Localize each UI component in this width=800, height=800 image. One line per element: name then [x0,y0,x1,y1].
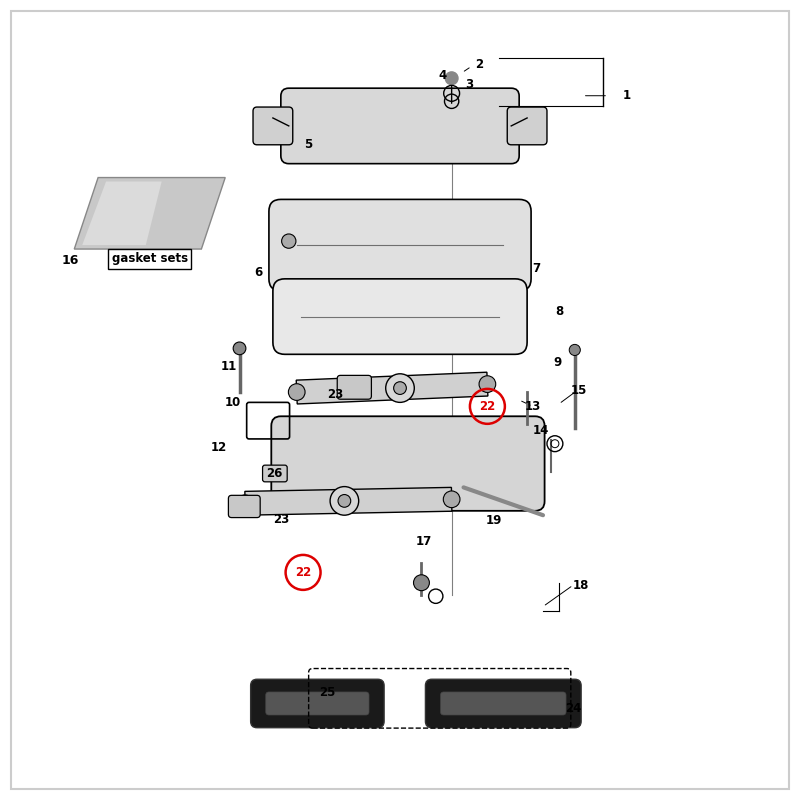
Text: 26: 26 [266,467,282,480]
Text: 22: 22 [295,566,311,579]
Polygon shape [82,182,162,245]
Circle shape [288,384,305,400]
Text: 24: 24 [565,702,582,714]
Text: 5: 5 [305,138,313,150]
Circle shape [237,495,254,512]
FancyBboxPatch shape [271,416,545,511]
Polygon shape [296,372,488,404]
FancyBboxPatch shape [338,375,371,399]
FancyBboxPatch shape [426,679,581,728]
FancyBboxPatch shape [273,279,527,354]
Circle shape [479,376,496,393]
Circle shape [386,374,414,402]
Circle shape [443,491,460,508]
FancyBboxPatch shape [262,465,287,482]
Text: 1: 1 [622,90,630,102]
FancyBboxPatch shape [441,692,566,715]
Circle shape [394,382,406,394]
Text: 12: 12 [210,441,227,454]
Text: 25: 25 [318,686,335,699]
Circle shape [338,494,350,507]
Text: 23: 23 [326,388,343,401]
Polygon shape [245,487,452,515]
Text: 10: 10 [225,396,242,409]
Circle shape [446,72,458,85]
Text: 7: 7 [533,262,541,275]
Text: 17: 17 [416,535,432,548]
Text: 2: 2 [475,58,483,71]
Circle shape [330,486,358,515]
FancyBboxPatch shape [253,107,293,145]
Circle shape [282,234,296,248]
FancyBboxPatch shape [281,88,519,164]
Text: 8: 8 [554,305,563,318]
Text: 4: 4 [438,70,446,82]
Text: 13: 13 [525,400,541,413]
Circle shape [414,574,430,590]
FancyBboxPatch shape [250,679,384,728]
Text: 6: 6 [254,266,262,278]
FancyBboxPatch shape [269,199,531,290]
FancyBboxPatch shape [507,107,547,145]
Text: 9: 9 [553,356,562,369]
Circle shape [233,342,246,354]
Polygon shape [74,178,226,249]
Text: 18: 18 [573,578,590,592]
Text: 11: 11 [221,360,238,373]
Text: 14: 14 [533,424,549,437]
Circle shape [570,344,580,355]
FancyBboxPatch shape [229,495,260,518]
Text: 16: 16 [62,254,79,267]
Text: 3: 3 [465,78,473,91]
Text: 22: 22 [479,400,495,413]
Text: 15: 15 [570,384,587,397]
Text: 23: 23 [273,513,289,526]
Text: gasket sets: gasket sets [112,252,188,265]
Text: 19: 19 [486,514,502,527]
FancyBboxPatch shape [266,692,369,715]
